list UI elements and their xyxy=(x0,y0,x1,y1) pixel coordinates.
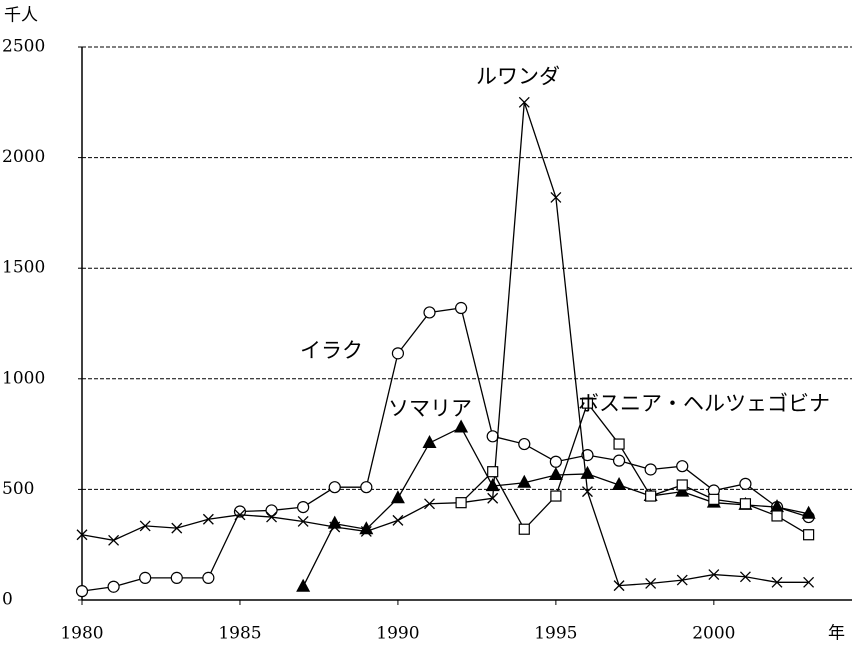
x-tick-label: 1985 xyxy=(218,624,261,644)
marker xyxy=(170,571,183,584)
x-tick-label: 2000 xyxy=(692,624,735,644)
marker xyxy=(645,490,657,502)
marker xyxy=(612,476,627,490)
marker xyxy=(517,474,532,488)
marker xyxy=(803,576,815,588)
marker xyxy=(518,96,530,108)
marker xyxy=(613,580,625,592)
marker xyxy=(139,520,151,532)
marker xyxy=(108,534,120,546)
marker xyxy=(202,513,214,525)
marker xyxy=(297,516,309,527)
marker xyxy=(327,515,342,529)
marker xyxy=(770,499,785,513)
marker xyxy=(486,430,499,443)
marker xyxy=(424,498,435,510)
y-tick-label: 1500 xyxy=(2,258,45,278)
marker xyxy=(265,504,278,517)
marker xyxy=(518,523,530,535)
marker xyxy=(739,571,751,583)
marker xyxy=(549,455,562,468)
marker xyxy=(487,466,499,478)
marker xyxy=(739,477,752,490)
marker xyxy=(645,577,657,589)
series-label: イラク xyxy=(300,339,363,363)
series-label: ルワンダ xyxy=(476,65,560,89)
marker xyxy=(612,454,626,467)
series-label: ボスニア・ヘルツェゴビナ xyxy=(578,392,830,416)
marker xyxy=(644,463,657,476)
series-line xyxy=(460,401,809,536)
marker xyxy=(171,522,183,534)
marker xyxy=(676,479,688,491)
marker xyxy=(548,467,563,481)
marker xyxy=(359,521,374,535)
marker xyxy=(708,569,720,581)
marker xyxy=(801,505,816,519)
x-axis-label: 年 xyxy=(828,624,845,644)
series-line xyxy=(81,307,809,592)
marker xyxy=(581,449,594,462)
marker xyxy=(422,434,437,448)
y-axis-label: 千人 xyxy=(4,6,38,26)
marker xyxy=(75,585,89,598)
marker xyxy=(390,490,405,504)
y-tick-label: 0 xyxy=(2,590,13,610)
marker xyxy=(803,529,815,541)
marker xyxy=(518,437,531,451)
marker xyxy=(297,500,310,514)
marker xyxy=(550,490,562,502)
marker xyxy=(613,438,625,450)
marker xyxy=(234,509,246,521)
marker xyxy=(771,576,783,588)
marker xyxy=(296,578,311,592)
marker xyxy=(487,492,499,504)
y-tick-label: 500 xyxy=(2,479,34,499)
marker xyxy=(550,191,562,203)
marker xyxy=(580,465,595,479)
marker xyxy=(455,301,468,315)
marker xyxy=(771,510,783,522)
marker xyxy=(676,574,688,586)
marker xyxy=(233,505,247,518)
marker xyxy=(360,481,373,494)
marker xyxy=(328,481,341,494)
marker xyxy=(266,511,278,523)
marker xyxy=(391,347,405,360)
marker xyxy=(392,514,404,526)
marker xyxy=(423,306,436,319)
marker xyxy=(676,460,689,473)
marker xyxy=(708,493,720,505)
marker xyxy=(455,497,467,509)
marker xyxy=(202,571,215,584)
marker xyxy=(139,571,152,584)
series-line xyxy=(81,102,809,587)
series-label: ソマリア xyxy=(388,397,472,421)
y-tick-label: 2000 xyxy=(2,147,45,167)
marker xyxy=(107,580,120,593)
marker xyxy=(76,529,88,541)
marker xyxy=(581,397,594,409)
marker xyxy=(582,486,593,498)
marker xyxy=(454,419,469,433)
marker xyxy=(485,478,500,492)
x-tick-label: 1990 xyxy=(376,624,419,644)
series-line xyxy=(302,426,809,588)
x-tick-label: 1995 xyxy=(534,624,577,644)
marker xyxy=(739,498,752,510)
y-tick-label: 2500 xyxy=(2,37,45,57)
y-tick-label: 1000 xyxy=(2,368,45,388)
x-tick-label: 1980 xyxy=(60,624,103,644)
